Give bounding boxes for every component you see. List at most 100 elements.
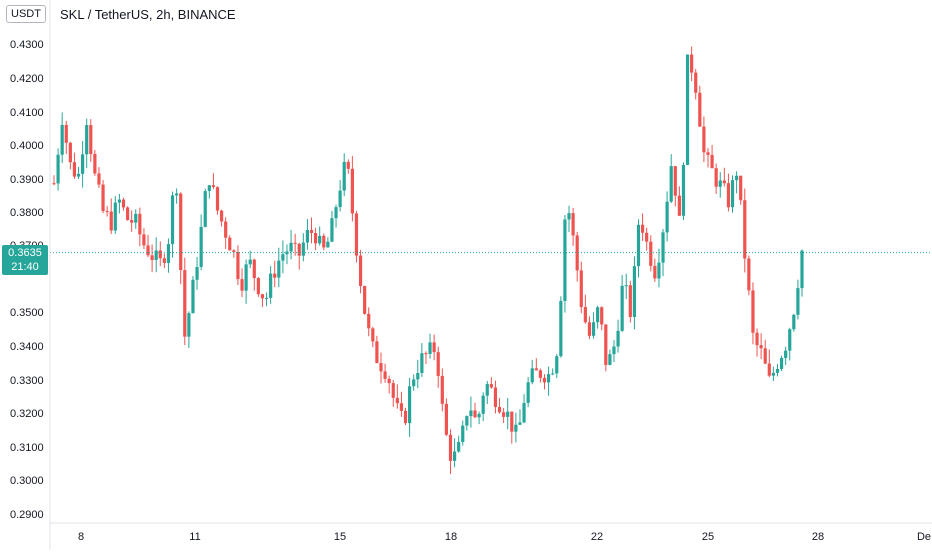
candle-body bbox=[510, 411, 514, 432]
candle-body bbox=[444, 403, 448, 435]
candle bbox=[628, 280, 632, 323]
candle-body bbox=[465, 416, 469, 426]
candle bbox=[232, 249, 236, 258]
candle bbox=[240, 268, 244, 298]
candle-body bbox=[175, 193, 179, 196]
candle-body bbox=[432, 342, 436, 353]
candle-body bbox=[747, 258, 751, 291]
candle-body bbox=[56, 154, 60, 184]
candle-body bbox=[440, 375, 444, 404]
candle bbox=[367, 307, 371, 337]
candle-body bbox=[767, 363, 771, 376]
candle bbox=[68, 141, 72, 170]
candle bbox=[669, 154, 673, 204]
candle bbox=[444, 398, 448, 437]
candle bbox=[289, 229, 293, 260]
candle-body bbox=[502, 412, 506, 417]
candle-body bbox=[68, 142, 72, 163]
y-tick-label: 0.3800 bbox=[10, 207, 44, 219]
candle bbox=[244, 259, 248, 304]
candle-body bbox=[763, 348, 767, 364]
candle-body bbox=[673, 166, 677, 196]
candle bbox=[138, 207, 142, 247]
candle bbox=[113, 195, 117, 234]
candle bbox=[56, 148, 60, 191]
candle bbox=[391, 379, 395, 407]
candle bbox=[694, 68, 698, 100]
candle-body bbox=[665, 201, 669, 233]
candle-body bbox=[706, 152, 710, 155]
candle bbox=[506, 397, 510, 430]
candle-body bbox=[309, 230, 314, 234]
candle-body bbox=[657, 262, 661, 279]
candle-body bbox=[497, 406, 502, 413]
candle bbox=[792, 313, 796, 332]
candle bbox=[448, 429, 453, 474]
candle-body bbox=[408, 386, 412, 424]
candle bbox=[710, 144, 714, 169]
candle bbox=[85, 118, 89, 168]
y-tick-label: 0.3900 bbox=[10, 174, 44, 186]
candle-body bbox=[162, 258, 166, 263]
candle-body bbox=[179, 193, 183, 271]
candle bbox=[489, 377, 493, 389]
candle bbox=[219, 209, 224, 227]
candle bbox=[81, 140, 85, 188]
candle-body bbox=[215, 187, 220, 211]
candle-body bbox=[342, 161, 346, 191]
y-axis: 0.43000.42000.41000.40000.39000.38000.37… bbox=[10, 0, 51, 550]
candle-body bbox=[591, 322, 596, 336]
candle-body bbox=[726, 183, 731, 208]
candle-body bbox=[403, 410, 408, 424]
candle-body bbox=[76, 173, 81, 177]
candle bbox=[387, 375, 391, 394]
candle-body bbox=[395, 397, 399, 404]
candle bbox=[342, 153, 346, 197]
candle bbox=[735, 171, 739, 194]
candle bbox=[673, 165, 677, 207]
candle-body bbox=[461, 425, 465, 443]
candle-body bbox=[452, 451, 457, 461]
candle-body bbox=[473, 410, 477, 418]
currency-badge[interactable]: USDT bbox=[6, 5, 46, 23]
candle-body bbox=[546, 374, 551, 383]
candle bbox=[395, 384, 399, 409]
candle bbox=[338, 180, 342, 212]
candle bbox=[322, 233, 326, 251]
candle bbox=[330, 210, 334, 243]
candle bbox=[76, 166, 81, 180]
y-tick-label: 0.2900 bbox=[10, 509, 44, 521]
candle-body bbox=[109, 211, 113, 231]
candle bbox=[591, 312, 596, 339]
candle bbox=[612, 340, 616, 362]
candle bbox=[555, 354, 559, 379]
candle bbox=[154, 237, 158, 273]
candle-body bbox=[530, 368, 534, 383]
candle bbox=[281, 240, 285, 274]
candle bbox=[620, 274, 624, 333]
candle bbox=[604, 324, 608, 372]
candle-body bbox=[620, 285, 624, 331]
candle bbox=[522, 394, 526, 424]
candle bbox=[473, 402, 477, 419]
candle-body bbox=[130, 220, 134, 223]
candle bbox=[530, 359, 534, 385]
candle-body bbox=[624, 285, 628, 287]
candle bbox=[187, 311, 191, 348]
candle bbox=[363, 285, 367, 315]
candle-body bbox=[514, 424, 518, 432]
candle bbox=[134, 209, 138, 229]
candle bbox=[465, 415, 469, 431]
candle bbox=[309, 217, 314, 244]
candle bbox=[788, 327, 792, 361]
candle-body bbox=[481, 395, 485, 414]
candle bbox=[93, 149, 97, 176]
candle-body bbox=[273, 273, 277, 278]
candle-body bbox=[669, 166, 673, 202]
candle bbox=[215, 186, 220, 215]
candle bbox=[461, 420, 465, 446]
candle-body bbox=[146, 245, 150, 256]
candle-body bbox=[600, 307, 604, 325]
